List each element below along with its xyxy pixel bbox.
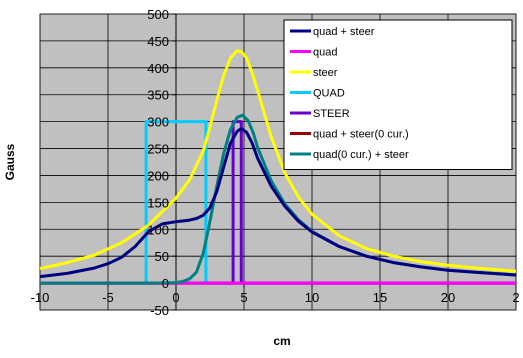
- legend-entry: quad: [313, 47, 337, 59]
- series-line-0: [39, 127, 517, 279]
- x-axis-title: cm: [273, 334, 290, 348]
- x-tick-label: 15: [373, 290, 387, 305]
- y-tick-label: -50: [150, 303, 169, 318]
- y-tick-label: 50: [155, 249, 169, 264]
- x-tick-label: 20: [441, 290, 455, 305]
- y-tick-label: 250: [147, 142, 169, 157]
- y-axis-title: Gauss: [3, 143, 17, 180]
- x-tick-label: -10: [31, 290, 50, 305]
- legend-entry: quad + steer: [313, 26, 375, 38]
- legend-box: [283, 19, 513, 170]
- y-tick-label: 200: [147, 168, 169, 183]
- legend-entry: STEER: [313, 108, 350, 120]
- legend-entry: quad + steer(0 cur.): [313, 129, 409, 141]
- y-tick-label: 150: [147, 195, 169, 210]
- y-tick-label: 350: [147, 88, 169, 103]
- x-tick-label: 10: [305, 290, 319, 305]
- series-lines: [39, 49, 517, 285]
- legend: quad + steer quad steer QUAD STEER quad + ste…: [283, 19, 513, 170]
- x-tick-label: 2: [512, 290, 519, 305]
- x-tick-label: -5: [102, 290, 114, 305]
- legend-entry: steer: [313, 67, 338, 79]
- y-tick-label: 0: [162, 276, 169, 291]
- x-tick-label: 5: [240, 290, 247, 305]
- y-tick-label: 450: [147, 34, 169, 49]
- y-tick-label: 400: [147, 61, 169, 76]
- legend-entry: quad(0 cur.) + steer: [313, 149, 409, 161]
- y-tick-label: 500: [147, 7, 169, 22]
- x-tick-label: 0: [172, 290, 179, 305]
- legend-entry: QUAD: [313, 88, 345, 100]
- y-tick-label: 100: [147, 222, 169, 237]
- y-tick-label: 300: [147, 115, 169, 130]
- series-line-2: [39, 49, 517, 273]
